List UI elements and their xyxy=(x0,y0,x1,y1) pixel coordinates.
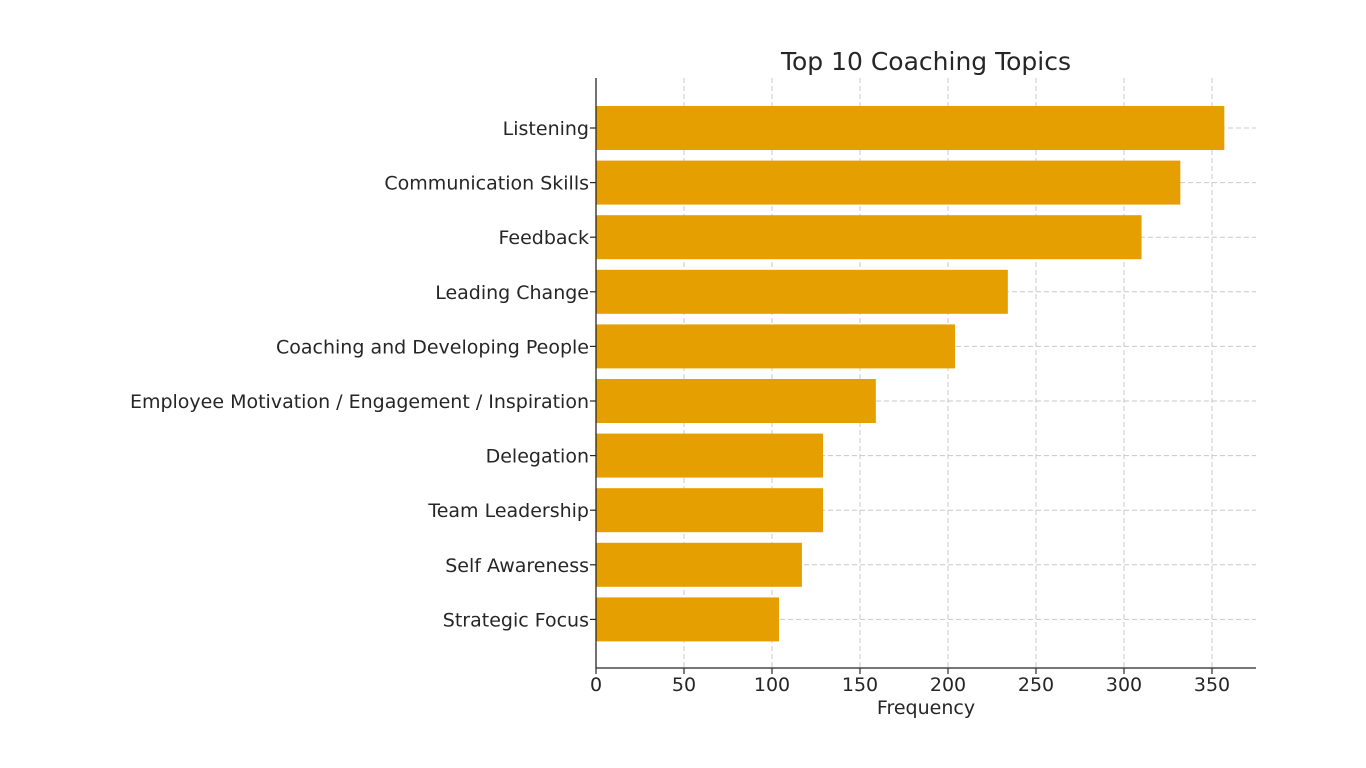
x-tick-label: 250 xyxy=(1018,674,1054,696)
bar xyxy=(596,324,956,369)
x-tick-label: 100 xyxy=(754,674,790,696)
x-tick-label: 300 xyxy=(1106,674,1142,696)
bar xyxy=(596,433,824,478)
y-tick-label: Leading Change xyxy=(435,282,589,304)
y-tick-label: Communication Skills xyxy=(384,173,589,195)
ticks-layer xyxy=(590,127,1213,674)
y-tick-label: Listening xyxy=(503,118,589,140)
x-tick-label: 350 xyxy=(1194,674,1230,696)
y-tick-label: Delegation xyxy=(486,446,589,468)
y-tick-label: Team Leadership xyxy=(427,500,589,522)
y-tick-label: Self Awareness xyxy=(445,555,589,577)
bar xyxy=(596,597,780,642)
bars-layer xyxy=(596,106,1225,642)
chart-title: Top 10 Coaching Topics xyxy=(780,47,1071,76)
x-tick-label: 200 xyxy=(930,674,966,696)
labels-layer: 0 50 100 150 200 250 300 350 Listening Communicat… xyxy=(130,118,1230,696)
x-tick-label: 150 xyxy=(842,674,878,696)
x-tick-label: 50 xyxy=(672,674,696,696)
bar xyxy=(596,215,1142,260)
y-tick-label: Employee Motivation / Engagement / Inspi… xyxy=(130,391,589,413)
y-tick-label: Coaching and Developing People xyxy=(276,336,589,358)
bar xyxy=(596,106,1225,150)
bar xyxy=(596,488,824,533)
x-axis-label: Frequency xyxy=(877,697,975,719)
bar xyxy=(596,269,1008,314)
x-tick-label: 0 xyxy=(590,674,602,696)
bar xyxy=(596,542,802,587)
y-tick-label: Strategic Focus xyxy=(443,609,589,631)
bar xyxy=(596,160,1181,205)
y-tick-label: Feedback xyxy=(499,227,589,249)
axes-layer xyxy=(595,78,1256,669)
bar xyxy=(596,379,876,423)
